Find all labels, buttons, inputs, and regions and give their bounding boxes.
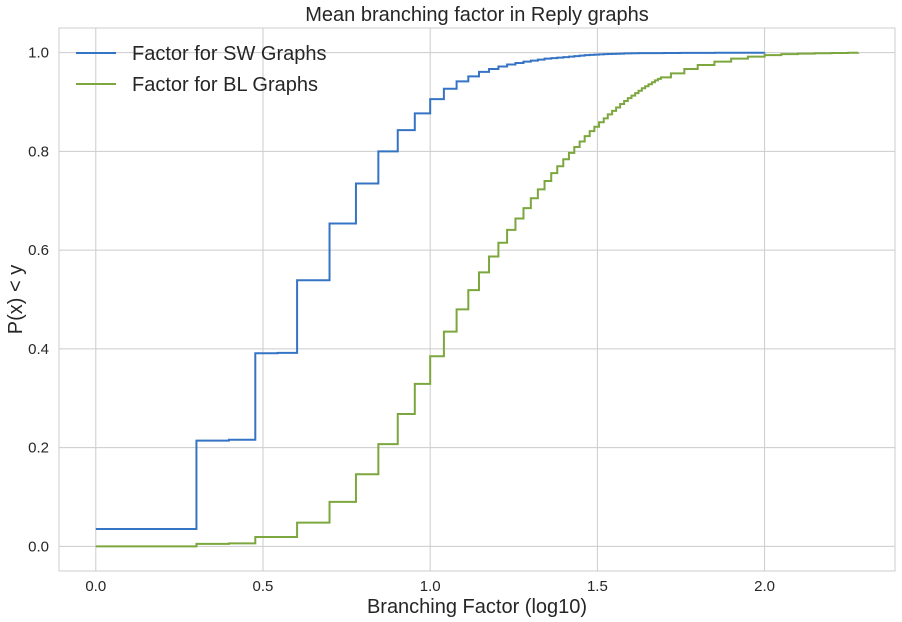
series-line-bl-graphs — [95, 51, 860, 548]
y-tick-label: 0.6 — [28, 242, 49, 259]
x-tick-label: 0.0 — [85, 578, 106, 595]
grid — [59, 28, 895, 571]
legend: Factor for SW Graphs Factor for BL Graphs — [76, 43, 327, 96]
x-tick-label: 2.0 — [754, 578, 775, 595]
x-tick-label: 1.0 — [420, 578, 441, 595]
x-tick-label: 0.5 — [253, 578, 274, 595]
plot-background — [59, 28, 895, 571]
y-tick-label: 0.8 — [28, 143, 49, 160]
x-axis-label: Branching Factor (log10) — [367, 596, 587, 618]
legend-label: Factor for SW Graphs — [132, 43, 327, 65]
y-axis-label: P(x) < y — [5, 265, 27, 334]
y-tick-label: 0.4 — [28, 341, 49, 358]
x-tick-label: 1.5 — [587, 578, 608, 595]
y-tick-label: 0.0 — [28, 538, 49, 555]
y-tick-labels: 0.0 0.2 0.4 0.6 0.8 1.0 — [28, 45, 49, 556]
legend-label: Factor for BL Graphs — [132, 74, 318, 96]
series-line-sw-graphs — [95, 51, 766, 531]
y-tick-label: 1.0 — [28, 45, 49, 62]
plot-frame — [58, 27, 896, 572]
x-tick-labels: 0.0 0.5 1.0 1.5 2.0 — [85, 578, 775, 595]
series-layer — [95, 51, 860, 548]
chart-title: Mean branching factor in Reply graphs — [305, 4, 649, 26]
y-tick-label: 0.2 — [28, 440, 49, 457]
